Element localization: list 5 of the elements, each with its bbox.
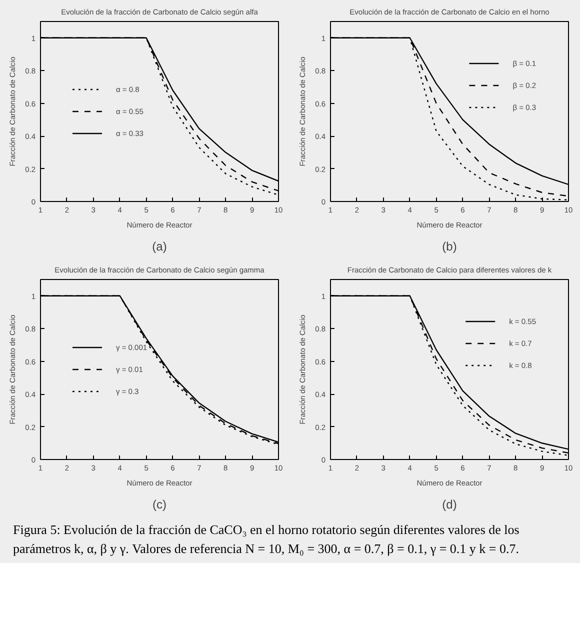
text: (d) [442, 498, 457, 512]
text: (a) [152, 240, 167, 254]
text: (b) [442, 240, 457, 254]
text: Figura 5: Evolución de la fracción de CaCO₃ en el horno rotatorio según diferentes valores de los parámetros k, α, β y γ. Valores de referencia N = 10, M₀ = 300, α = 0.7, β = 0.1, γ = 0.1 y k = 0.7. [13, 521, 520, 558]
text: (c) [152, 498, 167, 512]
